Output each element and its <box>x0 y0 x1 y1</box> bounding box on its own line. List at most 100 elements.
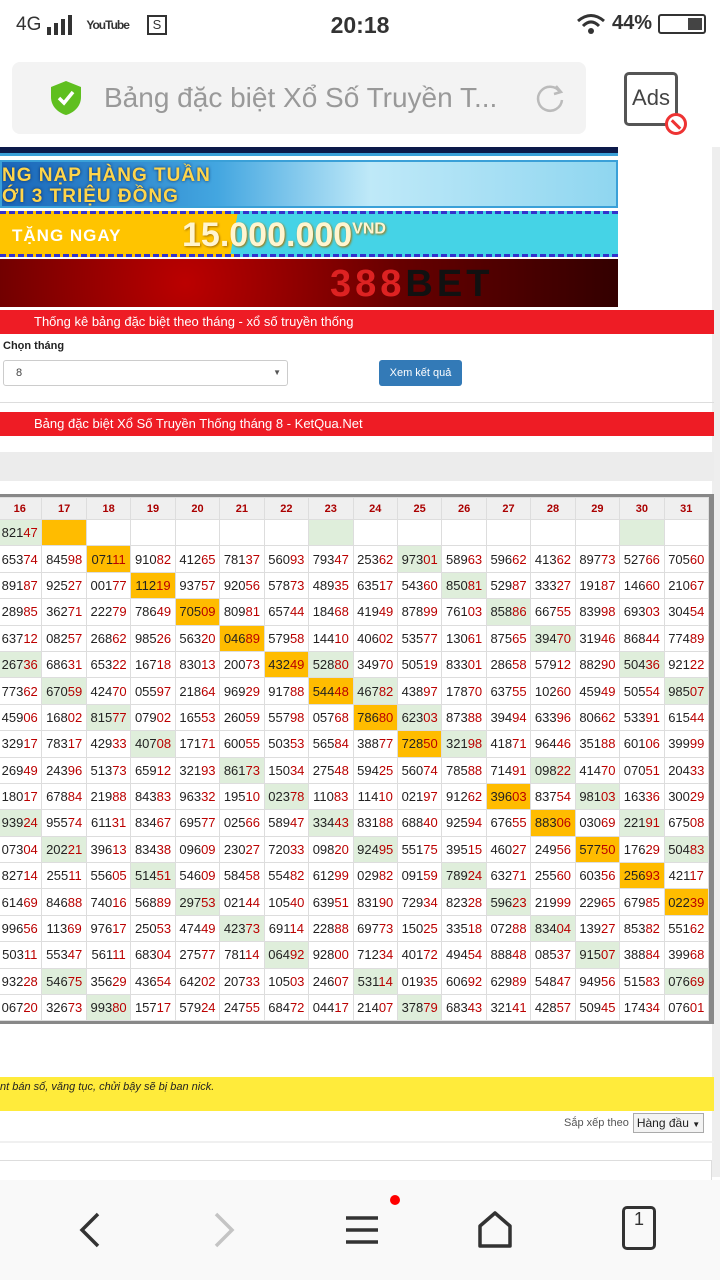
column-header-day: 23 <box>308 497 354 520</box>
result-cell: 61469 <box>0 888 43 916</box>
result-cell: 55175 <box>396 835 443 864</box>
number-head: 785 <box>446 762 468 778</box>
number-head: 467 <box>357 683 379 699</box>
sort-select[interactable]: Hàng đầu ▼ <box>632 1113 705 1133</box>
back-icon[interactable] <box>70 1210 110 1250</box>
result-cell-highlighted: 25693 <box>619 862 665 890</box>
number-tail: 12 <box>156 762 172 778</box>
number-head: 596 <box>490 551 513 567</box>
result-cell: 42117 <box>663 862 710 890</box>
number-head: 705 <box>179 604 202 620</box>
result-cell-highlighted: 72850 <box>396 730 443 758</box>
number-head: 394 <box>534 630 557 646</box>
number-tail: 77 <box>423 630 438 646</box>
number-head: 505 <box>401 657 424 673</box>
number-head: 407 <box>134 736 157 752</box>
result-cell: 16553 <box>174 703 221 732</box>
tabs-button[interactable]: 1 <box>622 1206 656 1250</box>
number-head: 695 <box>179 815 202 831</box>
number-head: 560 <box>401 762 424 778</box>
number-head: 489 <box>312 577 335 593</box>
number-head: 846 <box>46 894 68 910</box>
number-tail: 72 <box>423 947 438 963</box>
result-cell: 07051 <box>619 756 665 784</box>
banner-text: NG NẠP HÀNG TUẦN <box>2 165 211 186</box>
number-head: 667 <box>534 604 557 620</box>
number-head: 399 <box>668 947 690 963</box>
result-cell: 80981 <box>219 598 265 626</box>
number-tail: 92 <box>467 973 483 989</box>
result-cell: 50945 <box>574 994 621 1022</box>
number-head: 144 <box>312 630 335 646</box>
number-tail: 05 <box>112 868 127 884</box>
result-cell: 84688 <box>41 888 87 916</box>
table-row: 26949 24396 51373 65912 32193 86173 15034 27548… <box>0 756 710 784</box>
number-head: 513 <box>90 762 113 778</box>
number-head: 329 <box>1 736 24 752</box>
result-cell: 89187 <box>0 571 43 600</box>
result-cell: 07601 <box>663 994 710 1022</box>
result-cell-marked: 37879 <box>396 994 443 1022</box>
number-tail: 19 <box>423 657 438 673</box>
menu-icon[interactable] <box>342 1210 382 1250</box>
home-icon[interactable] <box>475 1210 515 1250</box>
result-cell: 27548 <box>308 756 354 784</box>
number-head: 195 <box>223 789 246 805</box>
number-tail: 88 <box>112 789 127 805</box>
number-head: 246 <box>312 973 335 989</box>
number-head: 996 <box>1 921 24 937</box>
forward-icon[interactable] <box>204 1210 244 1250</box>
ad-banner-weekly[interactable]: NG NẠP HÀNG TUẦN ỚI 3 TRIỆU ĐỒNG <box>0 160 618 208</box>
number-head: 551 <box>668 921 690 937</box>
result-cell: 58963 <box>441 545 487 573</box>
number-head: 300 <box>668 789 690 805</box>
ad-block-button[interactable]: Ads <box>624 72 687 135</box>
clock: 20:18 <box>330 12 390 38</box>
result-cell: 22888 <box>308 914 354 943</box>
number-head: 937 <box>179 577 202 593</box>
result-cell: 92056 <box>219 571 265 600</box>
number-head: 939 <box>1 815 24 831</box>
ad-banner-top[interactable] <box>0 147 618 156</box>
result-cell: 08537 <box>530 941 576 969</box>
result-cell: 32917 <box>0 730 43 758</box>
number-head: 527 <box>623 551 646 567</box>
number-head: 073 <box>1 841 24 857</box>
address-bar[interactable]: Bảng đặc biệt Xổ Số Truyền T... <box>12 62 586 134</box>
number-head: 783 <box>46 736 68 752</box>
result-cell: 83467 <box>130 809 176 837</box>
number-tail: 75 <box>423 841 438 857</box>
ad-banner-388bet[interactable]: 388BET <box>0 259 618 307</box>
number-tail: 71 <box>512 868 527 884</box>
number-tail: 04 <box>156 947 172 963</box>
ad-banner-bonus[interactable]: TẶNG NGAY 15.000.000VND <box>0 211 618 257</box>
column-header-day: 28 <box>530 497 576 520</box>
number-tail: 29 <box>245 683 260 699</box>
number-tail: 49 <box>378 604 394 620</box>
result-cell: 88290 <box>574 650 621 679</box>
number-tail: 10 <box>378 789 393 805</box>
number-tail: 73 <box>245 657 260 673</box>
result-cell: 08257 <box>41 624 87 652</box>
reload-icon[interactable] <box>534 82 566 114</box>
result-cell-highlighted: 70509 <box>174 598 221 626</box>
number-tail: 63 <box>467 551 483 567</box>
table-row: 61469 84688 74016 56889 29753 02144 10540 63951… <box>0 888 710 916</box>
view-results-button[interactable]: Xem kết quả <box>379 360 462 386</box>
number-head: 396 <box>490 789 513 805</box>
number-head: 839 <box>579 604 602 620</box>
number-tail: 44 <box>289 604 305 620</box>
banner-text: TẶNG NGAY <box>12 226 122 245</box>
result-cell: 65374 <box>0 545 43 573</box>
number-head: 793 <box>312 551 335 567</box>
month-select[interactable]: 8 ▼ <box>3 360 288 386</box>
number-head: 167 <box>134 657 157 673</box>
number-tail: 46 <box>601 630 616 646</box>
results-table-container[interactable]: 16 17 18 19 20 21 22 23 24 25 26 27 28 29 30 31 82147 65… <box>0 494 714 1025</box>
number-tail: 88 <box>467 762 483 778</box>
number-tail: 47 <box>67 947 83 963</box>
number-head: 001 <box>90 577 113 593</box>
number-tail: 73 <box>601 551 616 567</box>
result-cell-marked: 40708 <box>130 730 176 758</box>
result-cell: 39494 <box>485 703 532 732</box>
